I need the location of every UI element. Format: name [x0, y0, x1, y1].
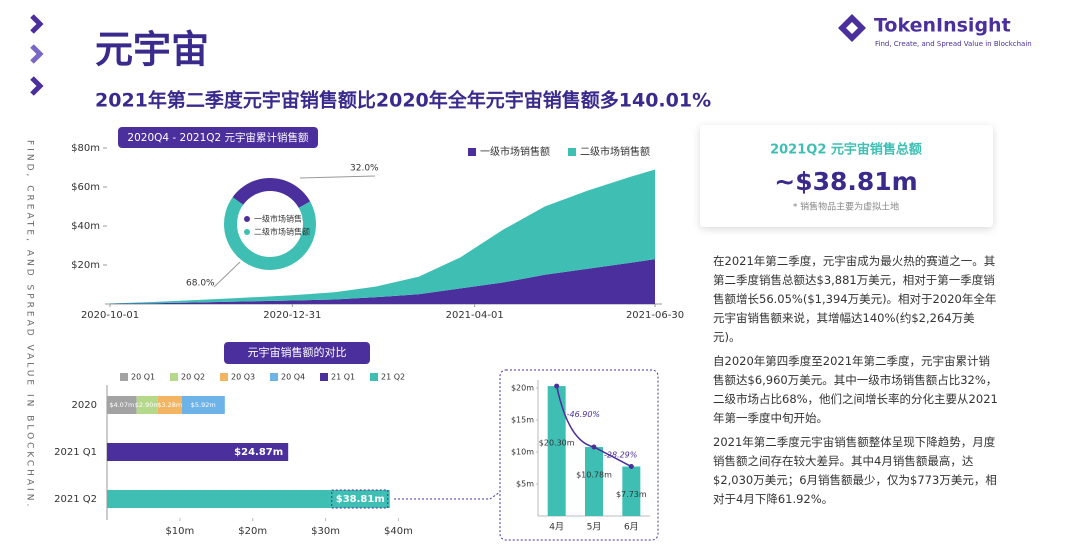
legend-swatch	[568, 148, 576, 156]
card	[700, 125, 993, 227]
chart-title: 元宇宙销售额的对比	[248, 345, 347, 359]
badge	[224, 342, 370, 364]
x-tick-label: $40m	[384, 526, 413, 537]
value-label: $38.81m	[336, 494, 385, 505]
bar	[107, 443, 289, 461]
legend-swatch	[220, 373, 228, 381]
legend-swatch	[468, 148, 476, 156]
title: 元宇宙	[95, 28, 209, 72]
logo	[838, 14, 866, 42]
y-tick-label: $60m	[71, 182, 100, 193]
side-text: FIND, CREATE, AND SPREAD VALUE IN BLOCKC…	[25, 140, 35, 509]
legend-swatch	[120, 373, 128, 381]
paragraph: 自2020年第四季度至2021年第二季度，元宇宙累计销售额达$6,960万美元。…	[713, 354, 998, 425]
x-tick-label: 4月	[549, 522, 564, 533]
value-label: $2.90m	[135, 401, 160, 409]
bar	[181, 396, 225, 414]
legend-label: 21 Q1	[331, 373, 355, 382]
x-tick-label: 2021-06-30	[626, 310, 684, 321]
donut-slice	[232, 178, 311, 208]
brand: TokenInsight	[874, 15, 1011, 37]
value-label: $24.87m	[234, 447, 283, 458]
y-tick-label: $20m	[511, 384, 534, 393]
legend-label: 一级市场销售额	[254, 214, 310, 224]
inset-frame	[499, 369, 659, 541]
y-tick-label: 2021 Q2	[54, 494, 97, 505]
x-tick-label: 2021-04-01	[446, 310, 504, 321]
card-value: ~$38.81m	[774, 167, 917, 196]
y-tick-label: 2020	[72, 400, 97, 411]
x-tick-label: $30m	[311, 526, 340, 537]
connector	[394, 491, 501, 500]
legend-dot	[244, 216, 250, 222]
legend-label: 21 Q2	[381, 373, 405, 382]
legend-swatch	[170, 373, 178, 381]
y-tick-label: $20m	[71, 260, 100, 271]
bar	[107, 396, 137, 414]
x-tick-label: $10m	[165, 526, 194, 537]
area	[110, 169, 655, 304]
y-tick-label: $10m	[511, 448, 534, 457]
legend-label: 二级市场销售额	[254, 227, 310, 237]
legend-label: 20 Q1	[131, 373, 155, 382]
card-note: * 销售物品主要为虚拟土地	[793, 201, 899, 213]
tagline: Find, Create, and Spread Value in Blockc…	[875, 40, 1032, 48]
value-label: $5.92m	[191, 401, 216, 409]
leader	[213, 261, 241, 288]
x-tick-label: 6月	[624, 522, 639, 533]
legend-label: 一级市场销售额	[480, 145, 550, 158]
legend-swatch	[320, 373, 328, 381]
y-tick-label: $80m	[71, 143, 100, 154]
pie-label: 32.0%	[350, 164, 379, 174]
legend-label: 二级市场销售额	[580, 145, 650, 158]
legend-swatch	[370, 373, 378, 381]
chevrons	[30, 14, 44, 96]
card-title: 2021Q2 元宇宙销售总额	[770, 142, 922, 158]
bar	[136, 396, 158, 414]
x-tick-label: 5月	[587, 522, 602, 533]
y-tick-label: 2021 Q1	[54, 447, 97, 458]
line-dot	[554, 383, 560, 389]
line-dot	[628, 464, 634, 470]
bar	[547, 386, 566, 516]
bar	[585, 447, 603, 516]
legend-label: 20 Q4	[281, 373, 305, 382]
annotation: -28.29%	[604, 450, 637, 459]
paragraph: 2021年第二季度元宇宙销售额整体呈现下降趋势，月度销售额之间存在较大差异。其中…	[713, 435, 997, 506]
legend-swatch	[270, 373, 278, 381]
pie-label: 68.0%	[186, 279, 215, 289]
legend-dot	[244, 229, 250, 235]
bar	[622, 466, 641, 516]
x-tick-label: 2020-12-31	[263, 310, 321, 321]
x-tick-label: $20m	[238, 526, 267, 537]
value-label: $10.78m	[576, 471, 612, 480]
leader	[299, 175, 376, 179]
y-tick-label: $40m	[71, 221, 100, 232]
label-frame	[331, 489, 389, 509]
y-tick-label: $15m	[511, 416, 534, 425]
legend-label: 20 Q2	[181, 373, 205, 382]
value-label: $4.07m	[109, 401, 134, 409]
subtitle: 2021年第二季度元宇宙销售额比2020年全年元宇宙销售额多140.01%	[95, 89, 711, 112]
bar	[157, 396, 182, 414]
legend-label: 20 Q3	[231, 373, 255, 382]
bar	[107, 490, 390, 508]
value-label: $3.28m	[157, 401, 182, 409]
paragraph: 在2021年第二季度，元宇宙成为最火热的赛道之一。其第二季度销售总额达$3,88…	[713, 254, 997, 344]
value-label: $20.30m	[539, 439, 575, 448]
area	[110, 259, 655, 304]
value-label: $7.73m	[616, 490, 647, 499]
donut-slice	[224, 197, 317, 271]
y-tick-label: $5m	[516, 480, 534, 489]
badge	[118, 127, 318, 148]
chart-title: 2020Q4 - 2021Q2 元宇宙累计销售额	[127, 131, 309, 144]
x-tick-label: 2020-10-01	[81, 310, 139, 321]
line-dot	[591, 444, 597, 450]
annotation: -46.90%	[567, 410, 600, 419]
